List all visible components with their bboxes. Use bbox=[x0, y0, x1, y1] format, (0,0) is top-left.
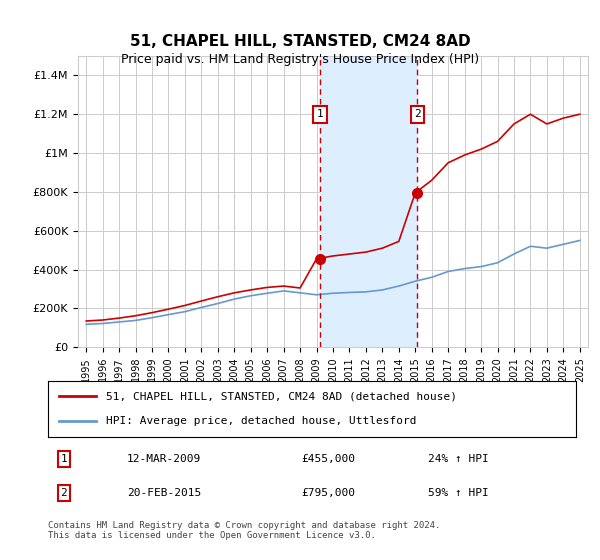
Text: 51, CHAPEL HILL, STANSTED, CM24 8AD: 51, CHAPEL HILL, STANSTED, CM24 8AD bbox=[130, 34, 470, 49]
Text: 1: 1 bbox=[61, 454, 67, 464]
Text: Price paid vs. HM Land Registry's House Price Index (HPI): Price paid vs. HM Land Registry's House … bbox=[121, 53, 479, 66]
Bar bbox=[320, 56, 417, 347]
Text: 12-MAR-2009: 12-MAR-2009 bbox=[127, 454, 202, 464]
Text: 59% ↑ HPI: 59% ↑ HPI bbox=[428, 488, 489, 498]
Text: 24% ↑ HPI: 24% ↑ HPI bbox=[428, 454, 489, 464]
Text: 1: 1 bbox=[316, 109, 323, 119]
Text: 2: 2 bbox=[414, 109, 421, 119]
Text: 51, CHAPEL HILL, STANSTED, CM24 8AD (detached house): 51, CHAPEL HILL, STANSTED, CM24 8AD (det… bbox=[106, 391, 457, 402]
Text: £455,000: £455,000 bbox=[301, 454, 355, 464]
Text: £795,000: £795,000 bbox=[301, 488, 355, 498]
Text: Contains HM Land Registry data © Crown copyright and database right 2024.
This d: Contains HM Land Registry data © Crown c… bbox=[48, 521, 440, 540]
Text: HPI: Average price, detached house, Uttlesford: HPI: Average price, detached house, Uttl… bbox=[106, 416, 416, 426]
Text: 20-FEB-2015: 20-FEB-2015 bbox=[127, 488, 202, 498]
Text: 2: 2 bbox=[61, 488, 67, 498]
